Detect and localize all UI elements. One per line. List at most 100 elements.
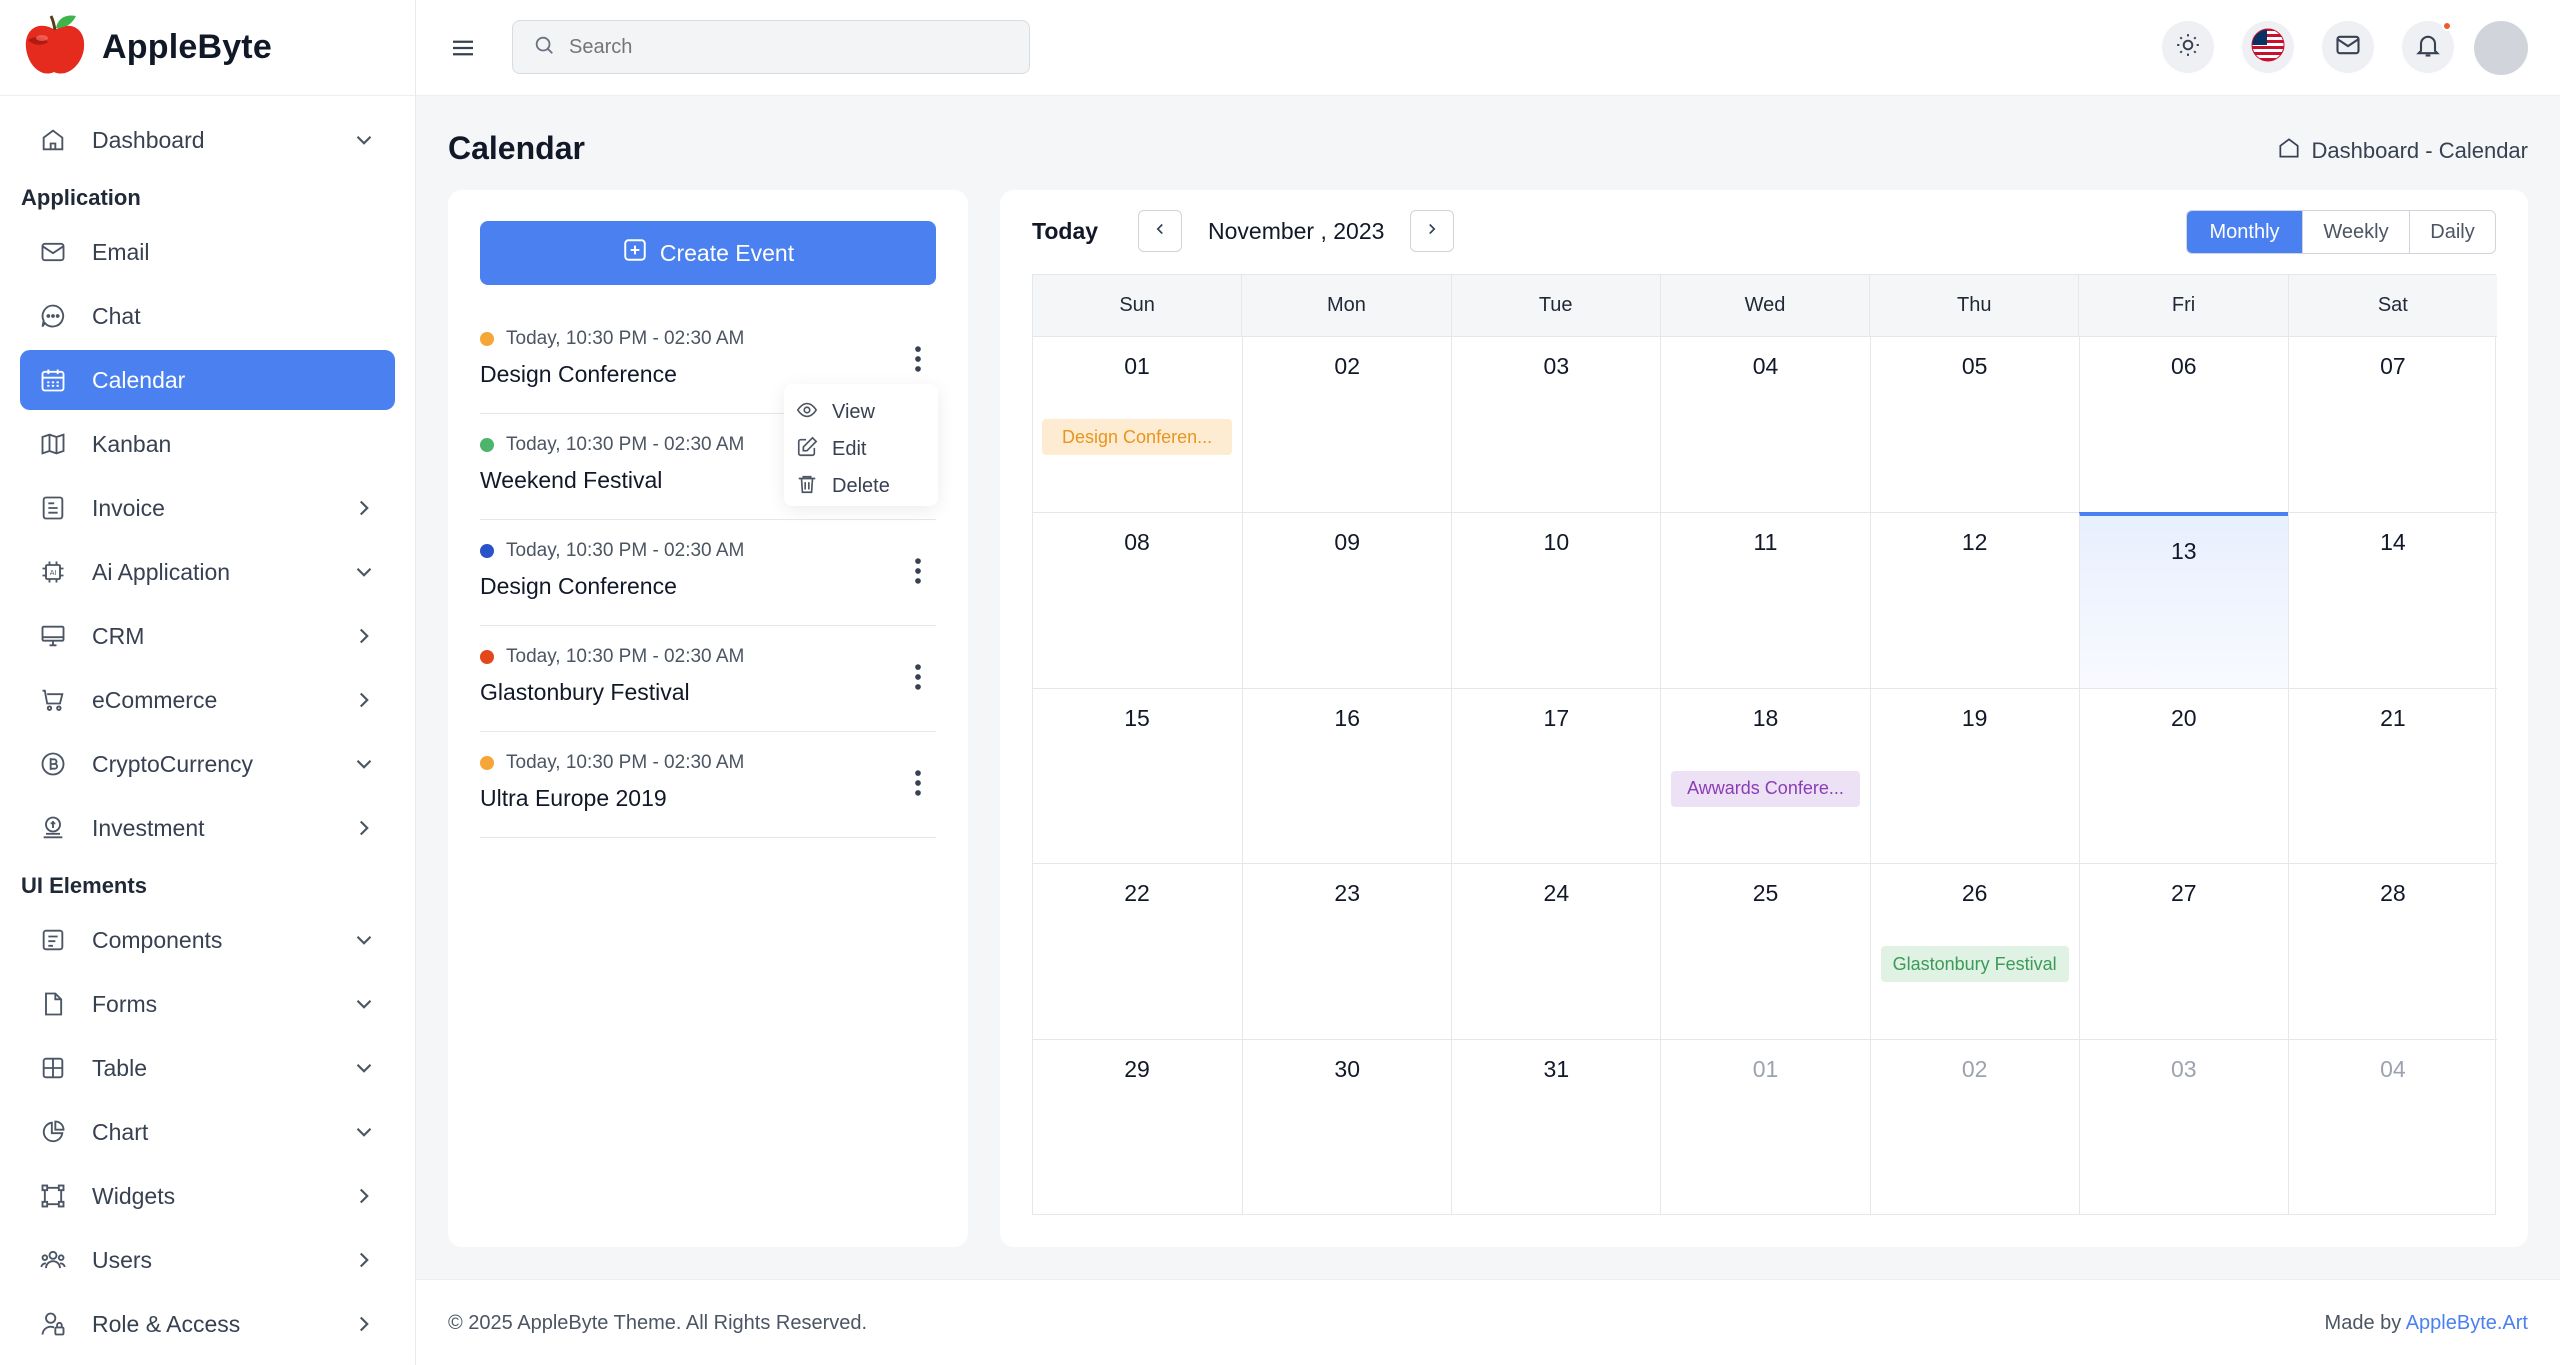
more-vertical-icon[interactable]: [908, 766, 928, 805]
day-cell[interactable]: 06: [2078, 336, 2288, 512]
day-cell[interactable]: 24: [1451, 863, 1661, 1040]
list-item[interactable]: Today, 10:30 PM - 02:30 AM Design Confer…: [480, 520, 936, 626]
day-cell[interactable]: 16: [1242, 687, 1452, 864]
today-button[interactable]: Today: [1032, 218, 1099, 244]
notifications-button[interactable]: [2402, 21, 2454, 73]
sidebar-item-kanban[interactable]: Kanban: [20, 414, 395, 474]
day-cell[interactable]: 15: [1032, 687, 1243, 864]
view-daily-button[interactable]: Daily: [2409, 211, 2495, 253]
day-cell[interactable]: 04: [1660, 336, 1870, 512]
file-icon: [38, 989, 68, 1019]
day-cell[interactable]: 05: [1869, 336, 2079, 512]
sidebar-item-table[interactable]: Table: [20, 1038, 395, 1098]
day-number: 06: [2170, 353, 2197, 379]
apple-logo-icon: [20, 10, 90, 85]
day-cell[interactable]: 09: [1242, 511, 1452, 688]
sidebar-item-label: Users: [92, 1246, 153, 1273]
day-cell[interactable]: 28: [2287, 863, 2497, 1040]
calendar-event[interactable]: Design Conferen...: [1042, 419, 1233, 455]
more-vertical-icon[interactable]: [908, 660, 928, 699]
sidebar-item-forms[interactable]: Forms: [20, 974, 395, 1034]
day-cell[interactable]: 21: [2287, 687, 2497, 864]
sidebar-item-cryptocurrency[interactable]: CryptoCurrency: [20, 734, 395, 794]
messages-button[interactable]: [2322, 21, 2374, 73]
day-cell[interactable]: 12: [1869, 511, 2079, 688]
day-cell[interactable]: 04: [2287, 1039, 2497, 1215]
day-cell[interactable]: 08: [1032, 511, 1243, 688]
create-event-button[interactable]: Create Event: [480, 221, 936, 285]
day-cell[interactable]: 01 Design Conferen...: [1032, 336, 1243, 512]
day-cell[interactable]: 17: [1451, 687, 1661, 864]
day-cell[interactable]: 02: [1869, 1039, 2079, 1215]
brand[interactable]: AppleByte: [0, 0, 415, 96]
day-cell[interactable]: 27: [2078, 863, 2288, 1040]
day-cell[interactable]: 10: [1451, 511, 1661, 688]
sidebar-item-investment[interactable]: Investment: [20, 798, 395, 858]
menu-icon[interactable]: [448, 33, 478, 68]
search-input[interactable]: [569, 35, 989, 59]
sidebar-item-chat[interactable]: Chat: [20, 286, 395, 346]
day-cell[interactable]: 31: [1451, 1039, 1661, 1215]
sidebar-item-ai-application[interactable]: AI Ai Application: [20, 542, 395, 602]
view-weekly-button[interactable]: Weekly: [2302, 211, 2409, 253]
day-cell[interactable]: 13: [2078, 511, 2288, 688]
sidebar-item-components[interactable]: Components: [20, 910, 395, 970]
day-cell[interactable]: 26 Glastonbury Festival: [1869, 863, 2079, 1040]
sidebar-item-calendar[interactable]: Calendar: [20, 350, 395, 410]
calendar-event[interactable]: Glastonbury Festival: [1880, 946, 2069, 983]
sidebar-item-ecommerce[interactable]: eCommerce: [20, 670, 395, 730]
menu-item-edit[interactable]: Edit: [784, 431, 938, 468]
day-cell[interactable]: 22: [1032, 863, 1243, 1039]
sidebar-item-dashboard[interactable]: Dashboard: [20, 110, 395, 170]
day-cell[interactable]: 19: [1869, 687, 2079, 864]
day-cell[interactable]: 03: [2078, 1039, 2288, 1215]
calendar-event[interactable]: Awwards Confere...: [1671, 770, 1860, 807]
sidebar-item-role-access[interactable]: Role & Access: [20, 1294, 395, 1354]
day-cell[interactable]: 29: [1032, 1039, 1243, 1215]
more-vertical-icon[interactable]: [908, 342, 928, 381]
sidebar-item-chart[interactable]: Chart: [20, 1102, 395, 1162]
day-number: 18: [1752, 704, 1779, 731]
event-time: Today, 10:30 PM - 02:30 AM: [506, 434, 745, 455]
breadcrumb[interactable]: Dashboard - Calendar: [2276, 135, 2528, 167]
sidebar-item-users[interactable]: Users: [20, 1230, 395, 1290]
view-monthly-button[interactable]: Monthly: [2187, 211, 2302, 253]
next-month-button[interactable]: [1410, 210, 1454, 252]
list-item[interactable]: Today, 10:30 PM - 02:30 AM Ultra Europe …: [480, 732, 936, 838]
day-cell[interactable]: 07: [2287, 336, 2497, 512]
day-cell[interactable]: 20: [2078, 687, 2288, 864]
sidebar-item-email[interactable]: Email: [20, 222, 395, 282]
day-cell[interactable]: 11: [1660, 511, 1870, 688]
sidebar-item-widgets[interactable]: Widgets: [20, 1166, 395, 1226]
list-item[interactable]: Today, 10:30 PM - 02:30 AM Design Confer…: [480, 308, 936, 414]
day-cell[interactable]: 23: [1242, 863, 1452, 1040]
day-cell[interactable]: 01: [1660, 1039, 1870, 1215]
sidebar-item-label: Invoice: [92, 494, 165, 521]
day-number: 16: [1334, 704, 1360, 731]
avatar[interactable]: [2474, 21, 2528, 75]
day-cell[interactable]: 30: [1242, 1039, 1452, 1215]
bitcoin-icon: [38, 749, 68, 779]
menu-item-delete[interactable]: Delete: [784, 468, 938, 505]
prev-month-button[interactable]: [1138, 210, 1182, 252]
invoice-icon: [38, 493, 68, 523]
map-icon: [38, 429, 68, 459]
day-cell[interactable]: 03: [1451, 336, 1661, 512]
list-item[interactable]: Today, 10:30 PM - 02:30 AM Glastonbury F…: [480, 626, 936, 732]
search-box[interactable]: [512, 20, 1030, 74]
day-cell[interactable]: 18 Awwards Confere...: [1660, 687, 1870, 864]
menu-item-view[interactable]: View: [784, 394, 938, 431]
language-button[interactable]: [2242, 21, 2294, 73]
sidebar-item-crm[interactable]: CRM: [20, 606, 395, 666]
day-cell[interactable]: 25: [1660, 863, 1870, 1040]
day-number: 04: [1752, 353, 1779, 379]
theme-toggle-button[interactable]: [2162, 21, 2214, 73]
made-by-link[interactable]: AppleByte.Art: [2405, 1312, 2528, 1334]
day-cell[interactable]: 14: [2287, 511, 2497, 688]
sidebar-item-label: CRM: [92, 622, 145, 649]
list-item[interactable]: Today, 10:30 PM - 02:30 AM Weekend Festi…: [480, 414, 936, 520]
day-cell[interactable]: 02: [1242, 336, 1452, 512]
weekday-label: Fri: [2078, 275, 2287, 336]
more-vertical-icon[interactable]: [908, 554, 928, 593]
sidebar-item-invoice[interactable]: Invoice: [20, 478, 395, 538]
